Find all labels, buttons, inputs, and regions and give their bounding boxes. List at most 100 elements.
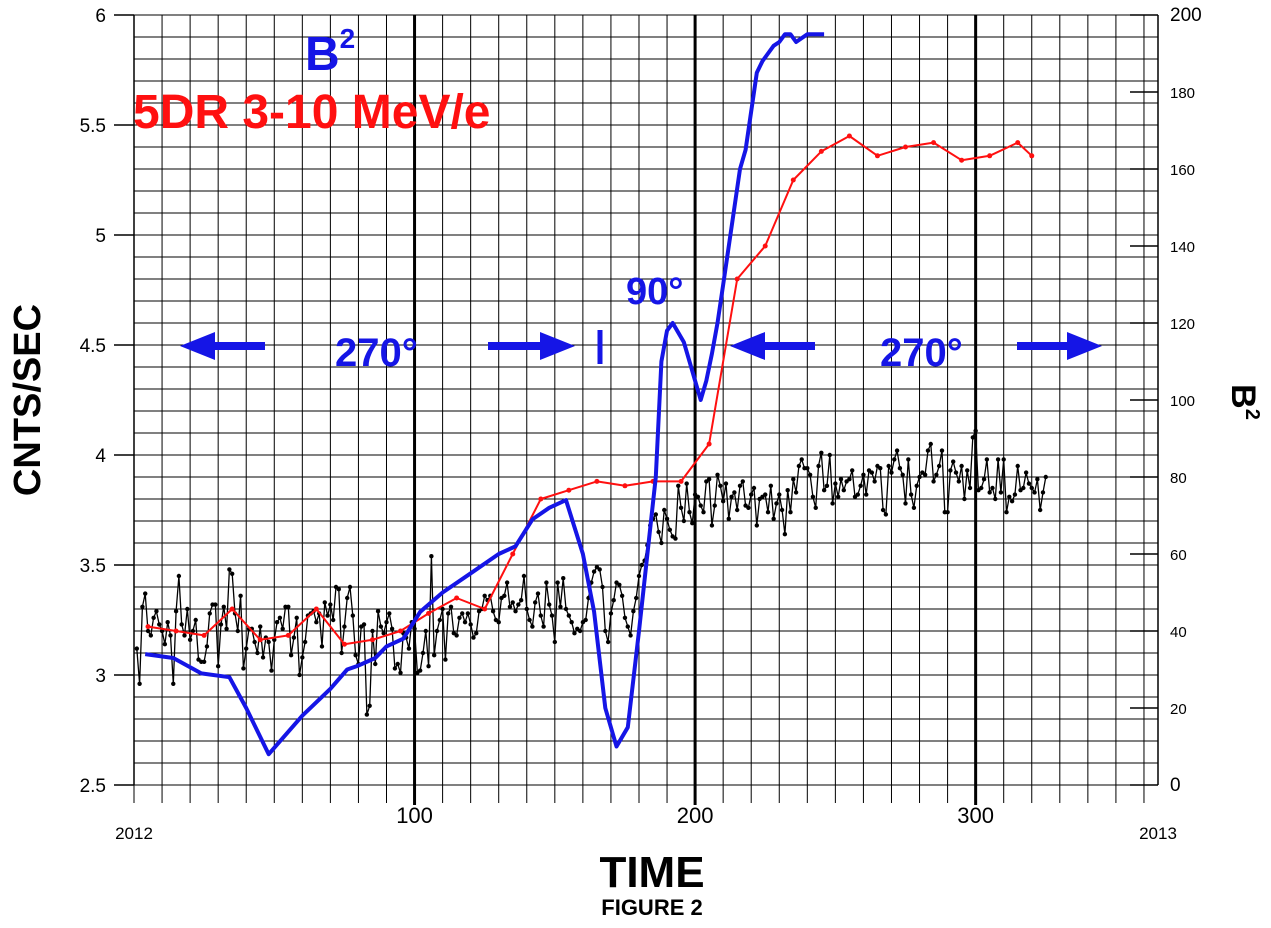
- y-right-axis-title-sup: 2: [1241, 409, 1263, 420]
- data-point: [749, 492, 754, 497]
- data-point: [448, 604, 454, 609]
- data-point: [530, 624, 535, 629]
- data-point: [429, 554, 434, 559]
- data-point: [274, 620, 280, 625]
- data-point: [561, 576, 566, 581]
- series-line: [147, 135, 1033, 646]
- data-point: [507, 604, 513, 609]
- grid-lines: [133, 14, 1158, 786]
- data-point: [850, 468, 855, 473]
- data-point: [207, 611, 212, 616]
- data-point: [981, 477, 987, 482]
- data-point: [1023, 470, 1029, 475]
- data-point: [990, 485, 995, 491]
- data-point: [252, 639, 257, 645]
- data-point: [255, 650, 260, 656]
- data-point: [959, 463, 964, 469]
- data-point: [157, 622, 162, 627]
- data-point: [583, 617, 588, 623]
- y-left-tick-label: 4.5: [80, 336, 106, 357]
- data-point: [538, 496, 544, 502]
- data-point: [987, 153, 993, 159]
- data-point: [956, 479, 962, 484]
- data-point: [984, 457, 990, 462]
- data-point: [1004, 510, 1009, 515]
- data-point: [193, 617, 198, 623]
- y-right-tick-label: 100: [1170, 393, 1195, 410]
- data-point: [510, 600, 515, 605]
- x-axis-title: TIME: [599, 848, 704, 897]
- data-point: [967, 485, 973, 491]
- data-point: [622, 483, 628, 489]
- arrow-right-2-icon: [1017, 332, 1102, 360]
- data-point: [706, 441, 712, 447]
- data-point: [420, 650, 426, 656]
- angle-270-left-label: 270°: [335, 331, 418, 375]
- data-point: [897, 466, 903, 471]
- y-left-tick-label: 6: [95, 6, 106, 27]
- data-point: [364, 712, 370, 717]
- data-point: [1043, 474, 1048, 480]
- data-point: [1035, 477, 1040, 482]
- data-point: [799, 457, 804, 462]
- data-point: [953, 470, 959, 475]
- data-point: [712, 503, 717, 508]
- data-point: [490, 609, 496, 614]
- x-end-label: 2013: [1139, 824, 1177, 843]
- data-point: [706, 477, 712, 482]
- data-point: [889, 470, 894, 475]
- data-point: [970, 435, 976, 440]
- data-point: [521, 573, 527, 579]
- data-point: [796, 463, 802, 469]
- data-point: [446, 611, 451, 616]
- data-point: [633, 595, 639, 601]
- data-point: [903, 144, 909, 150]
- data-point: [777, 492, 782, 497]
- series-red: [145, 133, 1035, 647]
- data-point: [807, 472, 813, 477]
- data-point: [659, 540, 664, 546]
- data-point: [726, 516, 731, 521]
- data-point: [347, 584, 353, 590]
- data-point: [673, 536, 678, 541]
- data-point: [653, 512, 659, 517]
- data-point: [846, 133, 852, 139]
- y-left-tick-label: 5.5: [80, 116, 106, 137]
- data-point: [827, 452, 832, 458]
- data-point: [549, 613, 555, 618]
- data-point: [740, 479, 745, 484]
- data-point: [558, 604, 563, 609]
- data-point: [513, 609, 518, 614]
- data-point: [257, 637, 263, 643]
- data-point: [532, 600, 538, 605]
- y-left-tick-label: 5: [95, 226, 106, 247]
- data-point: [294, 615, 299, 620]
- data-point: [830, 501, 835, 506]
- data-point: [269, 668, 274, 673]
- data-point: [788, 510, 793, 515]
- data-point: [474, 631, 479, 636]
- data-point: [768, 483, 774, 488]
- data-point: [361, 622, 367, 627]
- y-right-tick-label: 160: [1170, 162, 1195, 179]
- data-point: [367, 703, 372, 708]
- data-point: [790, 177, 796, 183]
- data-point: [395, 661, 400, 667]
- y-left-tick-label: 3.5: [80, 556, 106, 577]
- y-right-tick-label: 140: [1170, 239, 1195, 256]
- data-point: [544, 580, 549, 585]
- data-point: [894, 448, 900, 453]
- data-point: [552, 639, 558, 645]
- data-point: [1015, 140, 1021, 146]
- data-point: [838, 477, 844, 482]
- data-point: [201, 659, 207, 664]
- data-point: [1040, 490, 1046, 495]
- data-point: [342, 624, 347, 629]
- data-point: [1001, 457, 1006, 462]
- data-point: [763, 492, 768, 497]
- data-point: [173, 628, 179, 634]
- data-point: [678, 478, 684, 484]
- data-point: [431, 653, 437, 658]
- data-point: [998, 490, 1004, 495]
- data-point: [314, 620, 319, 625]
